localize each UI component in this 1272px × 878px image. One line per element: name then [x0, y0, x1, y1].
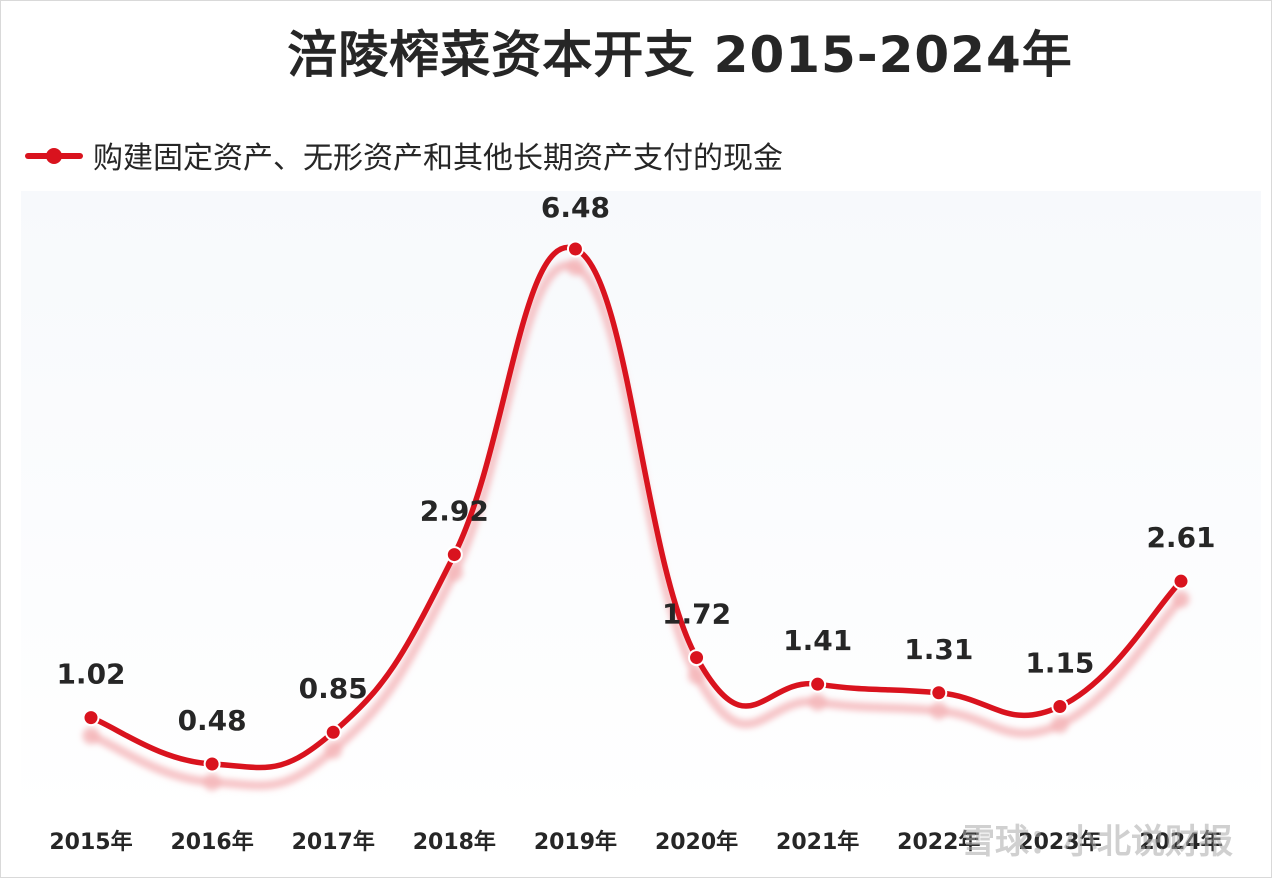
- data-label-2021年: 1.41: [783, 624, 852, 657]
- data-point-2024年: [1172, 572, 1190, 590]
- chart-title: 涪陵榨菜资本开支 2015-2024年: [287, 26, 1073, 84]
- watermark: 雪球：小北说财报: [961, 822, 1233, 862]
- x-tick-label-2022年: 2022年: [897, 829, 980, 855]
- data-point-shadow: [324, 741, 343, 760]
- data-label-2020年: 1.72: [662, 598, 731, 631]
- data-label-2019年: 6.48: [541, 191, 610, 224]
- x-tick-label-2024年: 2024年: [1139, 829, 1222, 855]
- x-tick-label-2016年: 2016年: [170, 829, 253, 855]
- x-tick-label-2018年: 2018年: [413, 829, 496, 855]
- data-point-2022年: [930, 684, 948, 702]
- data-label-2016年: 0.48: [178, 704, 247, 737]
- series-line: [88, 244, 1184, 771]
- data-point-2021年: [809, 675, 827, 693]
- data-label-2018年: 2.92: [420, 495, 489, 528]
- data-point-2018年: [445, 546, 463, 564]
- data-point-2020年: [688, 649, 706, 667]
- data-label-2023年: 1.15: [1025, 646, 1094, 679]
- data-point-shadow: [82, 726, 100, 745]
- data-point-2016年: [203, 755, 221, 773]
- data-point-2017年: [324, 723, 342, 741]
- legend: 购建固定资产、无形资产和其他长期资产支付的现金: [21, 131, 783, 179]
- data-point-shadow: [1050, 715, 1069, 734]
- legend-marker-icon: [21, 131, 87, 179]
- x-tick-label-2015年: 2015年: [49, 829, 132, 855]
- plot-area: [21, 191, 1261, 821]
- data-point-shadow: [687, 666, 706, 685]
- data-point-shadow: [203, 773, 222, 791]
- x-tick-label-2020年: 2020年: [655, 829, 738, 855]
- data-label-2024年: 2.61: [1146, 521, 1215, 554]
- data-label-2015年: 1.02: [56, 658, 125, 691]
- data-point-2015年: [82, 709, 100, 727]
- data-label-2022年: 1.31: [904, 633, 973, 666]
- x-tick-label-2017年: 2017年: [292, 829, 375, 855]
- data-point-shadow: [566, 258, 585, 276]
- x-tick-label-2019年: 2019年: [534, 829, 617, 855]
- data-point-shadow: [929, 701, 948, 720]
- x-tick-label-2021年: 2021年: [776, 829, 859, 855]
- data-point-shadow: [808, 693, 827, 712]
- legend-label: 购建固定资产、无形资产和其他长期资产支付的现金: [93, 141, 783, 176]
- series-line-shadow: [86, 260, 1186, 790]
- data-point-2023年: [1051, 697, 1069, 715]
- data-point-2019年: [566, 240, 584, 258]
- data-point-shadow: [1172, 590, 1190, 609]
- x-tick-label-2023年: 2023年: [1018, 829, 1101, 855]
- data-label-2017年: 0.85: [299, 672, 368, 705]
